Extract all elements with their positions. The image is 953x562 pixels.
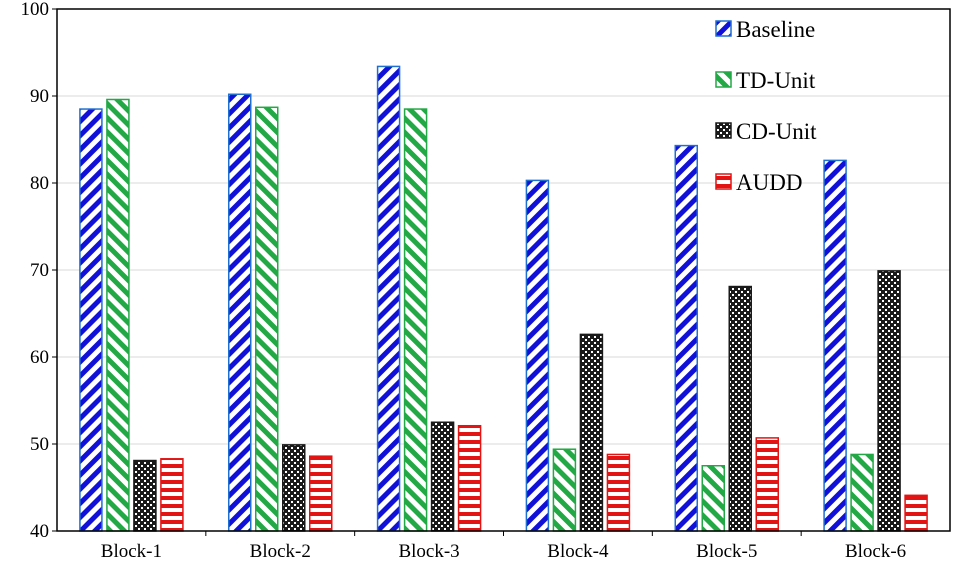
legend-label: Baseline	[736, 17, 815, 42]
bar-baseline-block-4	[525, 179, 550, 532]
y-tick-label: 100	[21, 0, 50, 20]
legend-swatch-cd-unit	[715, 122, 732, 139]
bar-baseline-block-5	[674, 144, 698, 532]
gridlines	[57, 95, 950, 445]
x-tick-label: Block-3	[398, 541, 459, 562]
bar-baseline-block-2	[228, 93, 252, 532]
bar-td-unit-block-3	[403, 108, 428, 532]
bar-baseline-block-1	[79, 108, 103, 532]
bar-cd-unit-block-3	[430, 421, 455, 532]
y-tick-label: 80	[30, 173, 49, 194]
bar-cd-unit-block-1	[133, 459, 157, 532]
y-tick-label: 60	[30, 347, 49, 368]
x-tick-label: Block-5	[696, 541, 757, 562]
y-tick-label: 70	[30, 260, 49, 281]
bar-audd-block-4	[606, 453, 631, 532]
legend-label: CD-Unit	[736, 119, 817, 144]
x-axis-ticks: Block-1 Block-2 Block-3 Block-4 Block-5 Block…	[101, 531, 906, 562]
bar-cd-unit-block-2	[282, 444, 306, 532]
x-tick-label: Block-1	[101, 541, 162, 562]
bar-audd-block-5	[755, 437, 779, 532]
y-tick-label: 50	[30, 434, 49, 455]
legend: Baseline TD-Unit CD-Unit AUDD	[715, 17, 817, 195]
legend-label: AUDD	[736, 170, 802, 195]
bar-cd-unit-block-5	[728, 285, 752, 532]
legend-label: TD-Unit	[736, 68, 816, 93]
bar-td-unit-block-6	[850, 453, 874, 532]
legend-swatch-audd	[715, 173, 732, 190]
bar-audd-block-1	[160, 458, 184, 532]
bar-audd-block-6	[904, 494, 928, 532]
bar-baseline-block-3	[376, 65, 401, 532]
x-tick-label: Block-2	[250, 541, 311, 562]
y-tick-label: 90	[30, 86, 49, 107]
legend-swatch-baseline	[715, 20, 732, 37]
legend-swatch-td-unit	[715, 71, 732, 88]
bar-td-unit-block-4	[552, 448, 577, 532]
bar-td-unit-block-5	[701, 465, 725, 532]
bar-cd-unit-block-6	[877, 270, 901, 532]
bar-td-unit-block-2	[255, 106, 279, 532]
bar-baseline-block-6	[823, 159, 847, 532]
x-tick-label: Block-6	[845, 541, 906, 562]
bar-cd-unit-block-4	[579, 333, 604, 532]
bar-audd-block-3	[457, 424, 482, 532]
x-tick-label: Block-4	[547, 541, 609, 562]
y-axis-ticks: 40 50 60 70 80 90 100	[21, 0, 57, 542]
bar-td-unit-block-1	[106, 98, 130, 532]
y-tick-label: 40	[30, 521, 49, 542]
bar-audd-block-2	[309, 455, 333, 532]
